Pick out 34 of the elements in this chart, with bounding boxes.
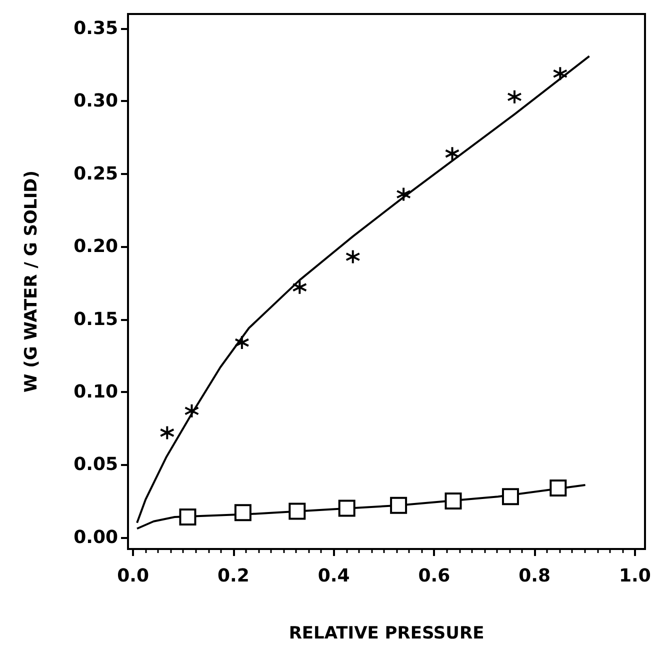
- point: [506, 89, 522, 104]
- y-axis-title: W (G WATER / G SOLID): [22, 170, 42, 393]
- point: [288, 502, 306, 520]
- x-tick-label: 0.0: [117, 566, 149, 586]
- y-tick-label: 0.15: [74, 308, 118, 330]
- point: [502, 488, 519, 506]
- x-tick-label: 0.2: [217, 566, 250, 586]
- y-tick-label: 0.20: [74, 236, 118, 258]
- point: [179, 508, 196, 526]
- x-tick-label: 0.4: [318, 566, 350, 586]
- point: [552, 66, 568, 82]
- point: [234, 504, 252, 522]
- point: [184, 403, 200, 418]
- x-tick-label: 0.8: [518, 566, 551, 586]
- y-tick-label: 0.25: [74, 163, 118, 184]
- y-tick-label: 0.35: [74, 18, 118, 40]
- y-tick-label: 0.30: [74, 90, 118, 112]
- point: [338, 500, 356, 517]
- y-tick-label: 0.05: [74, 454, 118, 476]
- point: [550, 479, 567, 496]
- x-tick-label: 1.0: [619, 566, 651, 586]
- point: [234, 335, 250, 350]
- y-tick-label: 0.00: [74, 526, 118, 548]
- point: [160, 425, 175, 440]
- x-tick-label: 0.6: [418, 566, 450, 586]
- x-axis-title: RELATIVE PRESSURE: [288, 624, 484, 644]
- point: [444, 492, 462, 510]
- point: [444, 146, 460, 162]
- point: [390, 496, 408, 514]
- line-series: [136, 55, 590, 524]
- point: [345, 249, 360, 264]
- point: [292, 280, 308, 295]
- y-tick-label: 0.10: [74, 381, 118, 402]
- point: [396, 186, 412, 202]
